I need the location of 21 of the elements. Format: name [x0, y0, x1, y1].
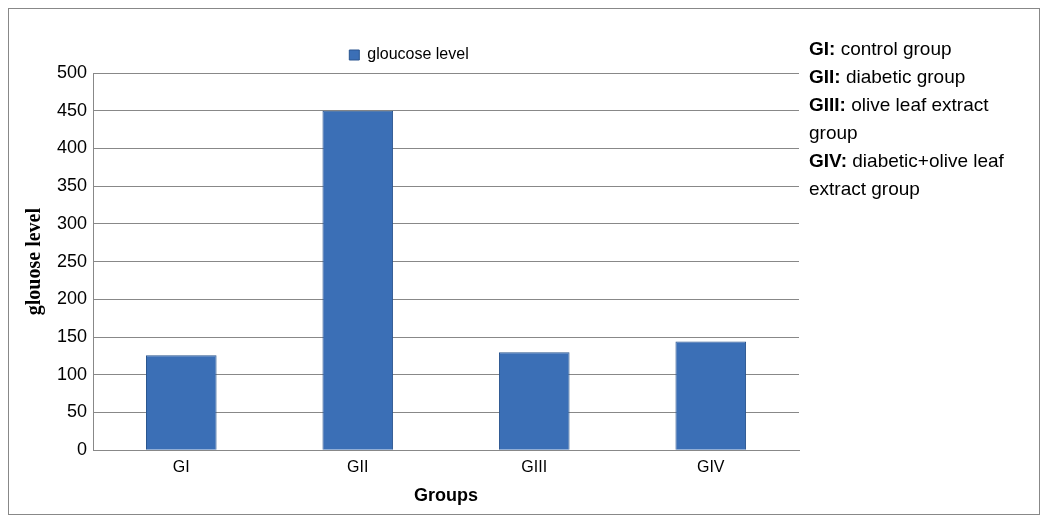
- y-tick-label: 0: [77, 439, 88, 460]
- x-axis-title: Groups: [414, 485, 479, 506]
- text: GIV: diabetic+olive leaf extract group: [809, 149, 1005, 201]
- x-tick-label: GIII: [521, 458, 548, 476]
- y-tick-label: 350: [56, 175, 88, 196]
- x-tick-label: GI: [172, 458, 190, 476]
- text: GII: diabetic group: [809, 65, 967, 89]
- y-tick-label: 100: [56, 363, 88, 384]
- text: GI: control group: [809, 37, 953, 61]
- x-tick-label: GII: [347, 458, 369, 476]
- x-tick-label: GIV: [696, 458, 725, 476]
- y-tick-label: 400: [56, 137, 88, 158]
- y-tick-label: 200: [56, 288, 88, 309]
- y-tick-label: 50: [67, 401, 88, 422]
- y-tick-label: 500: [56, 61, 88, 82]
- y-axis-title: glouose level: [22, 207, 46, 316]
- y-tick-label: 300: [56, 212, 88, 233]
- legend-label: gloucose level: [367, 45, 469, 63]
- y-tick-label: 150: [56, 326, 88, 347]
- y-tick-label: 250: [56, 250, 88, 271]
- y-tick-label: 450: [56, 99, 88, 120]
